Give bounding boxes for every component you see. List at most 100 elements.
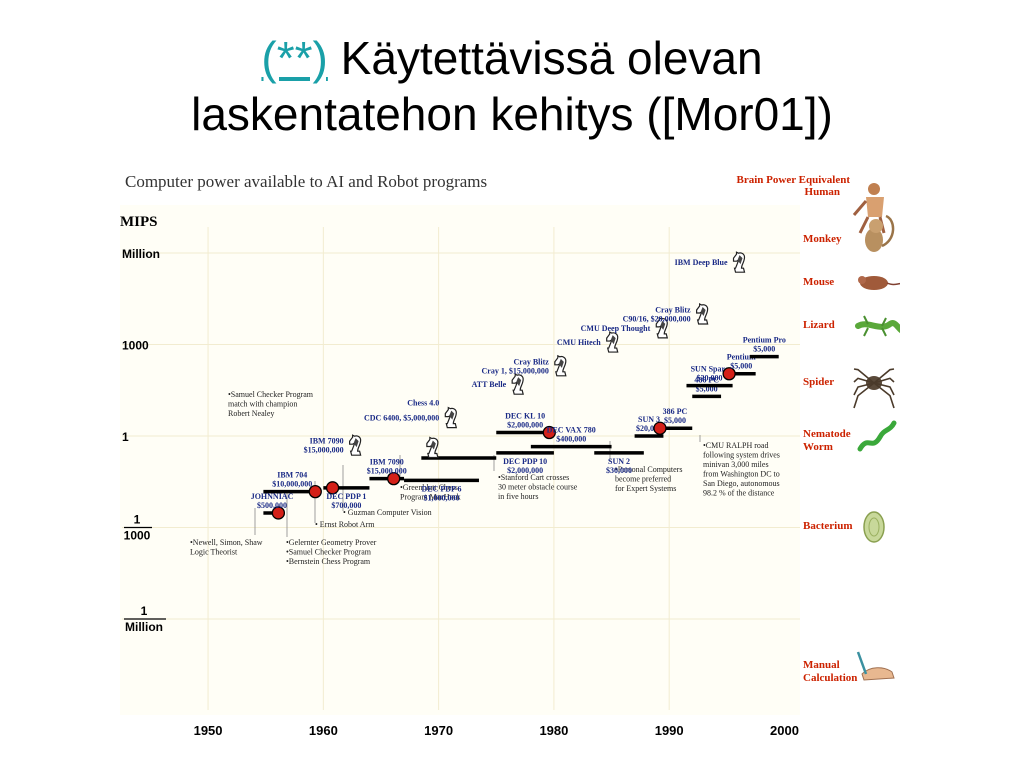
machine-label: $5,000 bbox=[730, 362, 752, 371]
machine-label: $2,000,000 bbox=[507, 466, 543, 475]
machine-label: DEC PDP 1 bbox=[326, 492, 366, 501]
milestone-dot bbox=[722, 367, 736, 381]
chess-knight-icon bbox=[349, 434, 362, 456]
slide-title: (**) Käytettävissä olevan laskentatehon … bbox=[0, 30, 1024, 142]
milestone-dot bbox=[325, 481, 340, 495]
y-tick-denominator: 1000 bbox=[124, 529, 151, 543]
machine-label: $15,000,000 bbox=[367, 467, 407, 476]
annotation-text: Program MacHack bbox=[400, 493, 461, 502]
machine-label: $500,000 bbox=[257, 501, 287, 510]
annotation-text: Robert Nealey bbox=[228, 409, 274, 418]
machine-label: SUN Sparc bbox=[691, 365, 729, 374]
milestone-dot bbox=[653, 421, 667, 435]
chart-title: Computer power available to AI and Robot… bbox=[125, 172, 487, 191]
machine-label: IBM 704 bbox=[277, 471, 307, 480]
annotation-text: in five hours bbox=[498, 492, 538, 501]
annotation-text: minivan 3,000 miles bbox=[703, 460, 769, 469]
machine-bars: JOHNNIAC$500,000 IBM 704$10,000,000 DEC PD… bbox=[251, 336, 786, 520]
chess-programs: CDC 6400, $5,000,000 Chess 4.0 IBM 7090$15… bbox=[304, 251, 746, 459]
machine-label: IBM 7090 bbox=[370, 458, 404, 467]
grid-lines bbox=[122, 227, 800, 710]
machine-label: $5,000 bbox=[753, 345, 775, 354]
chess-program-label: Cray Blitz bbox=[513, 357, 549, 366]
machine-label: $10,000,000 bbox=[272, 480, 312, 489]
brain-equivalent-label: Lizard bbox=[803, 319, 835, 331]
chess-program-label: Cray 1, $15,000,000 bbox=[481, 366, 548, 375]
reference-link[interactable]: (**) bbox=[261, 32, 328, 84]
annotation-text: from Washington DC to bbox=[703, 470, 780, 479]
annotation-text: •Stanford Cart crosses bbox=[498, 473, 569, 482]
chess-knight-icon bbox=[606, 331, 619, 353]
brain-equivalent-human: Human bbox=[805, 186, 840, 198]
annotation-text: •Bernstein Chess Program bbox=[286, 557, 371, 566]
annotation-text: •Samuel Checker Program bbox=[286, 548, 372, 557]
annotation-text: •Greenblatt Chess bbox=[400, 483, 458, 492]
annotation-text: •Gelernter Geometry Prover bbox=[286, 538, 377, 547]
machine-label: $1,000,000 bbox=[424, 493, 460, 502]
chess-knight-icon bbox=[444, 406, 458, 429]
mouse-icon bbox=[858, 276, 900, 290]
machine-label: DEC PDP 10 bbox=[503, 457, 547, 466]
y-tick-label: Million bbox=[122, 247, 160, 261]
chess-program-label: $15,000,000 bbox=[304, 446, 344, 455]
title-line-2: laskentatehon kehitys ([Mor01]) bbox=[191, 88, 833, 140]
brain-equivalent-label: Bacterium bbox=[803, 520, 852, 532]
brain-equivalent-label: Manual bbox=[803, 659, 840, 671]
annotation-text: •CMU RALPH road bbox=[703, 441, 768, 450]
brain-equivalent-label: Spider bbox=[803, 376, 834, 388]
lizard-icon bbox=[855, 315, 900, 337]
x-tick-label: 1980 bbox=[539, 723, 568, 738]
machine-label: JOHNNIAC bbox=[251, 492, 294, 501]
chess-knight-icon bbox=[554, 354, 567, 377]
bacterium-icon bbox=[863, 511, 885, 543]
milestone-dot bbox=[271, 506, 286, 520]
chess-program-label: C90/16, $20,000,000 bbox=[623, 315, 691, 324]
annotation-text: •Newell, Simon, Shaw bbox=[190, 538, 263, 547]
x-tick-label: 1970 bbox=[424, 723, 453, 738]
machine-label: 386 PC bbox=[663, 407, 688, 416]
machine-label: Pentium bbox=[727, 353, 756, 362]
hand-icon bbox=[856, 651, 895, 681]
chess-program-label: IBM 7090 bbox=[310, 437, 344, 446]
chess-knight-icon bbox=[696, 303, 709, 325]
machine-label: SUN 2 bbox=[608, 457, 630, 466]
y-tick-label: 1 bbox=[122, 430, 129, 444]
brain-equivalent-label: Calculation bbox=[803, 672, 857, 684]
machine-label: $700,000 bbox=[331, 501, 361, 510]
y-tick-numerator: 1 bbox=[134, 513, 141, 527]
milestone-dot bbox=[308, 484, 322, 499]
brain-equivalent-label: Worm bbox=[803, 441, 833, 453]
x-tick-label: 1960 bbox=[309, 723, 338, 738]
machine-label: DEC KL 10 bbox=[505, 412, 545, 421]
title-line-1: Käytettävissä olevan bbox=[340, 32, 763, 84]
plot-background bbox=[120, 205, 800, 715]
annotation-text: • Ernst Robot Arm bbox=[315, 520, 375, 529]
chess-program-label: Cray Blitz bbox=[655, 306, 691, 315]
chess-program-label: ATT Belle bbox=[472, 380, 507, 389]
brain-equivalent-label: Nematode bbox=[803, 428, 851, 440]
machine-label: $2,000,000 bbox=[507, 421, 543, 430]
annotation-text: San Diego, autonomous bbox=[703, 479, 780, 488]
machine-label: SUN 3 bbox=[638, 415, 660, 424]
x-axis-ticks: 1950 1960 1970 1980 1990 2000 bbox=[194, 723, 799, 738]
machine-label: $20,000 bbox=[697, 374, 723, 383]
machine-label: $400,000 bbox=[556, 435, 586, 444]
annotation-text: •Samuel Checker Program bbox=[228, 390, 314, 399]
chess-program-label: CMU Hitech bbox=[557, 338, 601, 347]
y-tick-label: 1000 bbox=[122, 339, 149, 353]
machine-label: 486 PC bbox=[694, 375, 719, 384]
chess-knight-icon bbox=[426, 436, 439, 459]
annotation-text: • Guzman Computer Vision bbox=[343, 508, 432, 517]
x-tick-label: 1990 bbox=[655, 723, 684, 738]
computer-power-chart: Computer power available to AI and Robot… bbox=[120, 172, 900, 738]
x-tick-label: 1950 bbox=[194, 723, 223, 738]
chess-program-label: IBM Deep Blue bbox=[675, 258, 728, 267]
y-tick-numerator: 1 bbox=[141, 604, 148, 618]
annotation-text: following system drives bbox=[703, 451, 780, 460]
annotation-text: •Personal Computers bbox=[615, 465, 682, 474]
machine-label: Pentium Pro bbox=[743, 336, 786, 345]
annotation-text: 98.2 % of the distance bbox=[703, 489, 775, 498]
y-axis-ticks: Million 1000 1 1 1000 1 Million bbox=[122, 247, 166, 634]
